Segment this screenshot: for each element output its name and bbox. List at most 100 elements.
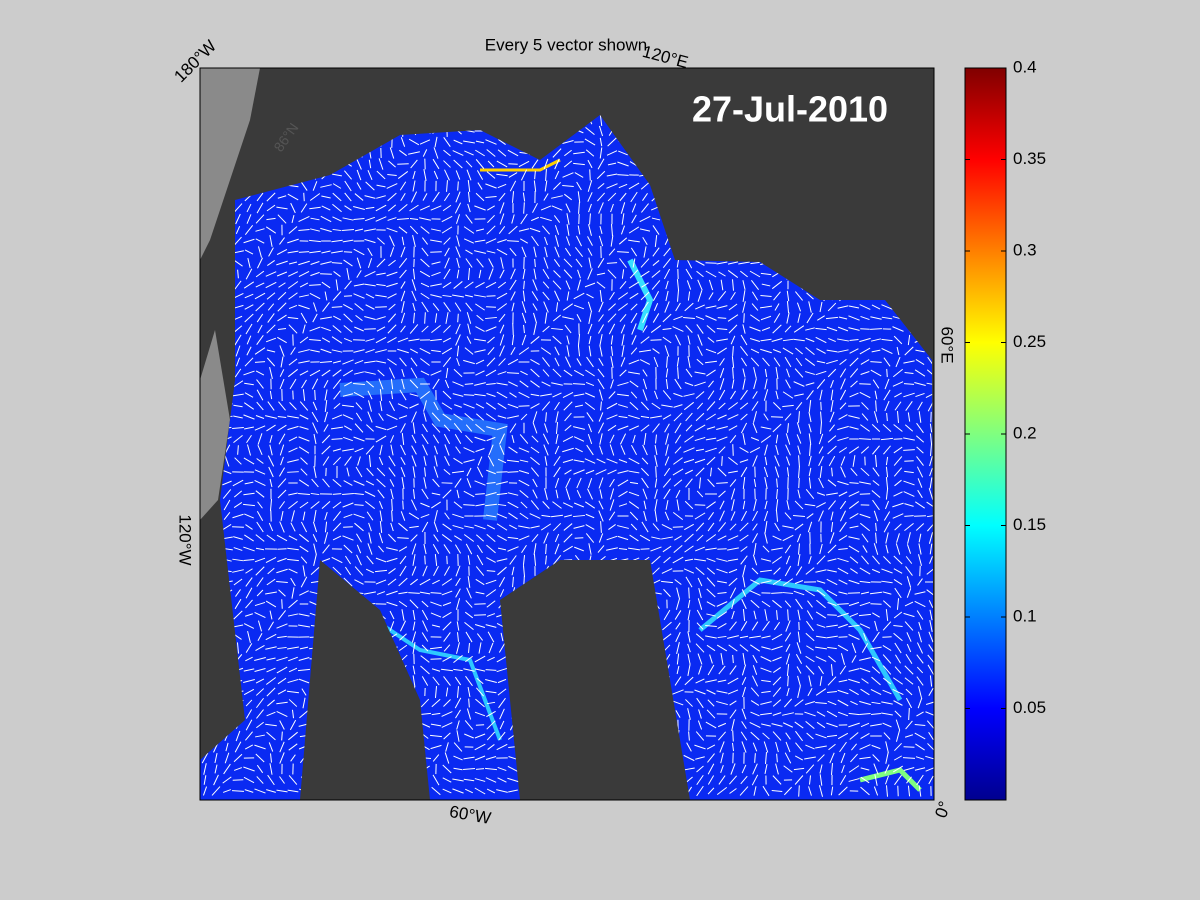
current-vector [530,336,540,344]
current-vector [655,434,657,444]
current-vector [740,389,748,401]
current-vector [672,326,684,332]
current-vector [269,444,273,456]
current-vector [466,587,472,599]
current-vector [710,467,712,477]
current-vector [255,270,265,278]
current-vector [587,301,593,313]
current-vector [453,742,463,752]
current-vector [782,578,794,586]
current-vector [816,721,826,729]
current-vector [892,765,904,773]
current-vector [412,268,416,280]
current-vector [354,228,364,232]
current-vector [432,378,440,390]
current-vector [465,434,473,444]
current-vector [268,522,274,532]
current-vector [421,521,429,533]
current-vector [378,413,384,421]
current-vector [531,534,539,542]
current-vector [663,268,671,280]
current-vector [445,687,449,697]
current-vector [665,368,669,378]
current-vector [695,566,705,576]
current-vector [928,687,934,697]
current-vector [708,380,714,388]
current-vector [917,478,923,488]
current-vector [399,149,407,157]
current-vector [511,302,515,312]
current-vector [775,510,779,522]
current-vector [441,534,453,542]
current-vector [705,348,717,354]
current-vector [496,471,508,473]
current-vector [277,195,287,199]
current-vector [683,568,695,574]
current-vector [563,269,573,279]
current-vector [772,349,782,353]
current-vector [904,621,914,631]
current-vector [732,742,734,752]
current-vector [881,316,893,320]
current-vector [442,413,452,421]
current-vector [598,510,604,522]
current-vector [367,543,373,555]
current-vector [672,700,684,706]
current-vector [808,775,812,785]
current-vector [763,510,769,522]
current-vector [267,774,275,786]
current-vector [353,480,365,486]
current-vector [837,711,849,717]
current-vector [509,524,517,530]
current-vector [598,445,604,455]
current-vector [562,172,574,178]
current-vector [332,216,342,222]
current-vector [826,722,838,728]
current-vector [727,261,739,265]
current-vector [893,611,903,619]
current-vector [554,158,560,170]
current-vector [441,347,453,355]
current-vector [353,436,365,442]
current-vector [751,401,759,411]
current-vector [364,283,376,287]
current-vector [819,543,823,555]
current-vector [291,709,295,719]
current-vector [695,467,705,477]
current-vector [398,203,408,213]
current-vector [610,346,614,356]
current-vector [476,314,484,322]
current-vector [431,624,441,628]
current-vector [376,195,386,199]
current-vector [763,741,769,753]
current-vector [892,513,904,519]
current-vector [650,339,662,341]
current-vector [674,579,682,585]
current-vector [849,513,859,519]
current-vector [475,566,485,576]
current-vector [861,533,869,543]
current-vector [740,270,748,278]
current-vector [321,195,331,199]
current-vector [343,303,353,311]
current-vector [464,150,474,156]
current-vector [826,359,838,365]
current-vector [683,767,695,771]
current-vector [433,534,439,542]
current-vector [588,335,592,345]
current-vector [533,554,537,566]
current-vector [596,192,606,202]
current-vector [771,645,783,651]
current-vector [499,213,505,225]
current-vector [794,393,804,397]
current-vector [684,523,694,531]
current-vector [521,544,527,554]
current-vector [782,347,794,355]
current-vector [764,763,768,775]
current-vector [696,270,704,278]
current-vector [753,411,757,423]
current-vector [915,392,925,398]
current-vector [288,304,298,310]
current-vector [364,195,376,199]
current-vector [827,614,837,616]
